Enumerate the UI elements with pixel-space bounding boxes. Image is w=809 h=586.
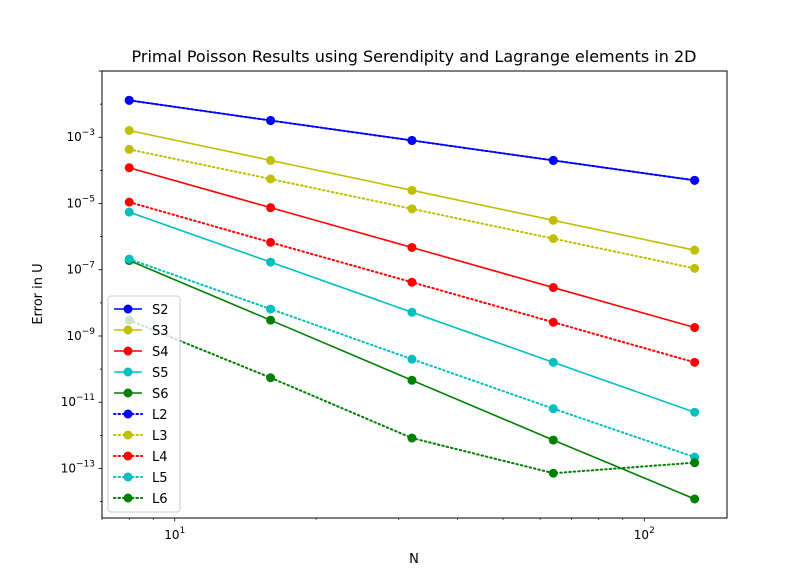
legend-marker	[123, 430, 133, 440]
series-l2	[124, 95, 700, 185]
data-point	[548, 357, 558, 367]
data-point	[690, 407, 700, 417]
legend-marker	[123, 346, 133, 356]
legend-label: S6	[152, 387, 169, 402]
y-tick-label: 10−7	[66, 261, 95, 277]
legend-label: S3	[152, 324, 169, 339]
y-tick-label: 10−13	[61, 459, 95, 475]
legend-entry: L5	[113, 471, 168, 486]
legend-entry: S4	[114, 345, 169, 360]
data-point	[266, 155, 276, 165]
legend-entry: S5	[114, 366, 169, 381]
data-point	[266, 304, 276, 314]
legend-entry: L6	[113, 492, 168, 507]
data-point	[266, 257, 276, 267]
data-point	[690, 263, 700, 273]
data-point	[124, 125, 134, 135]
legend-entry: L2	[113, 408, 168, 423]
legend-label: L6	[152, 492, 168, 507]
y-tick-label: 10−9	[66, 327, 95, 343]
data-point	[548, 283, 558, 293]
legend-box	[107, 295, 181, 513]
data-point	[124, 197, 134, 207]
data-point	[548, 404, 558, 414]
data-point	[407, 242, 417, 252]
data-point	[407, 277, 417, 287]
data-point	[266, 237, 276, 247]
data-point	[124, 207, 134, 217]
data-point	[266, 373, 276, 383]
data-point	[124, 254, 134, 264]
legend: S2 S3 S4 S5 S6 L2 L3 L4 L5 L6	[107, 295, 181, 513]
legend-entry: S6	[114, 387, 169, 402]
data-point	[407, 185, 417, 195]
legend-marker	[123, 472, 133, 482]
y-tick-label: 10−11	[61, 393, 95, 409]
series-s5	[124, 207, 700, 417]
series-s6	[124, 256, 700, 504]
data-point	[548, 234, 558, 244]
y-tick-label: 10−5	[66, 194, 95, 210]
legend-label: S2	[152, 303, 169, 318]
legend-marker	[123, 409, 133, 419]
data-point	[690, 458, 700, 468]
y-axis-label: Error in U	[31, 263, 46, 324]
legend-entry: S2	[114, 303, 169, 318]
legend-entry: L4	[113, 450, 168, 465]
data-point	[548, 215, 558, 225]
data-point	[266, 315, 276, 325]
x-tick-label: 102	[634, 526, 655, 542]
data-point	[690, 357, 700, 367]
data-point	[690, 245, 700, 255]
data-point	[548, 435, 558, 445]
data-point	[407, 433, 417, 443]
legend-label: L5	[152, 471, 168, 486]
data-point	[266, 203, 276, 213]
legend-label: S5	[152, 366, 169, 381]
legend-marker	[123, 325, 133, 335]
legend-label: L2	[152, 408, 168, 423]
series-l6	[124, 315, 700, 478]
data-point	[407, 135, 417, 145]
plot-area	[124, 95, 700, 504]
legend-label: S4	[152, 345, 169, 360]
legend-label: L4	[152, 450, 168, 465]
legend-entry: L3	[113, 429, 168, 444]
data-point	[690, 494, 700, 504]
legend-label: L3	[152, 429, 168, 444]
data-point	[124, 95, 134, 105]
legend-marker	[123, 304, 133, 314]
legend-entry: S3	[114, 324, 169, 339]
series-l4	[124, 197, 700, 367]
chart-title: Primal Poisson Results using Serendipity…	[132, 47, 697, 66]
legend-marker	[123, 388, 133, 398]
data-point	[548, 468, 558, 478]
legend-marker	[123, 493, 133, 503]
data-point	[548, 317, 558, 327]
legend-marker	[123, 367, 133, 377]
data-point	[548, 155, 558, 165]
x-tick-label: 101	[164, 526, 185, 542]
series-l3	[124, 144, 700, 273]
data-point	[266, 116, 276, 126]
data-point	[124, 163, 134, 173]
series-l5	[124, 254, 700, 462]
data-point	[266, 174, 276, 184]
data-point	[407, 354, 417, 364]
data-point	[407, 204, 417, 214]
series-s3	[124, 125, 700, 255]
series-s4	[124, 163, 700, 333]
legend-marker	[123, 451, 133, 461]
data-point	[690, 175, 700, 185]
data-point	[690, 323, 700, 333]
series-line-l5	[128, 258, 696, 459]
x-axis-label: N	[409, 552, 419, 567]
axis-ticks: 101 102 10−13 10−11 10−9 10−7 10−5 10−3	[61, 70, 655, 542]
data-point	[407, 375, 417, 385]
data-point	[124, 144, 134, 154]
data-point	[407, 307, 417, 317]
axes-frame	[101, 70, 728, 519]
y-tick-label: 10−3	[66, 128, 95, 144]
